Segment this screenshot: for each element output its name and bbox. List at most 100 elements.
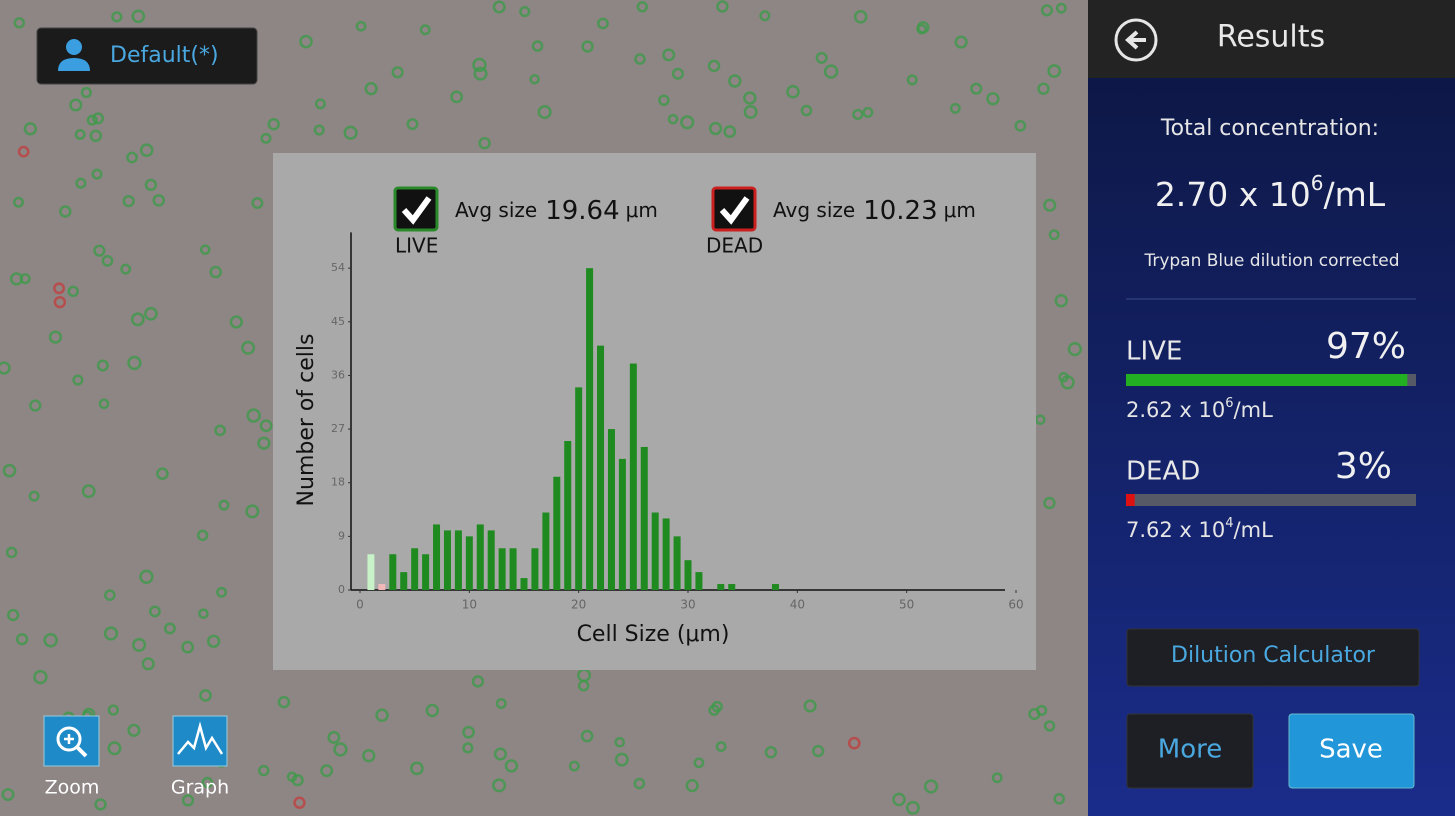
y-tick-label: 0 [338, 583, 345, 596]
cell [229, 315, 243, 329]
cell [568, 760, 580, 772]
save-button[interactable]: Save [1288, 713, 1415, 789]
legend-checkbox[interactable] [711, 186, 757, 232]
bar [684, 560, 692, 590]
button-label: Dilution Calculator [1171, 643, 1376, 668]
group-name: DEAD [1126, 457, 1200, 487]
cell [98, 398, 110, 410]
cell [19, 273, 31, 285]
profile-button[interactable]: Default(*) [36, 27, 258, 85]
cell [723, 125, 737, 139]
bar [651, 512, 659, 590]
cell [104, 589, 116, 601]
bar [575, 387, 583, 590]
cell [144, 178, 158, 192]
cell [636, 1, 648, 13]
checkbox[interactable] [393, 186, 439, 232]
cell [107, 704, 120, 716]
x-tick-label: 20 [571, 598, 586, 612]
cell [1053, 793, 1066, 805]
cell [1034, 414, 1046, 425]
cell [89, 129, 103, 143]
cell [362, 748, 376, 763]
x-tick-label: 30 [680, 598, 695, 612]
cell [462, 742, 474, 754]
cell [81, 484, 96, 499]
cell [662, 48, 676, 62]
cell [462, 725, 475, 739]
check-mark [401, 196, 432, 225]
cell [708, 704, 720, 716]
dilution-note: Trypan Blue dilution corrected [1143, 251, 1399, 271]
bar [454, 530, 462, 590]
tool-label: Zoom [45, 777, 100, 799]
cell [75, 177, 87, 189]
more-button[interactable]: More [1126, 713, 1254, 789]
cell [181, 640, 195, 654]
cell [127, 723, 141, 737]
avg-unit: μm [626, 198, 658, 222]
x-tick-label: 50 [899, 598, 914, 612]
avg-value: 19.64 [545, 196, 619, 226]
bar [443, 530, 451, 590]
cell [1037, 82, 1050, 95]
cell [493, 747, 508, 761]
cell [1, 788, 15, 802]
cell [96, 359, 109, 372]
back-button[interactable] [1114, 18, 1158, 62]
cell [260, 132, 272, 144]
y-tick-label: 9 [338, 529, 345, 542]
bar [607, 429, 615, 590]
cell [667, 113, 679, 125]
bar [411, 548, 419, 590]
cell [708, 121, 723, 136]
cell [313, 124, 325, 136]
bar [378, 584, 386, 590]
cell [2, 463, 17, 478]
legend-checkbox[interactable] [393, 186, 439, 232]
cell [707, 59, 721, 73]
cell [531, 40, 544, 52]
cell [43, 633, 58, 648]
y-tick-label: 54 [331, 261, 345, 274]
cell [728, 74, 742, 88]
cell [196, 529, 209, 542]
cell [478, 136, 491, 150]
cell [892, 792, 906, 807]
cell [406, 118, 419, 131]
cell [862, 106, 874, 118]
dilution-button[interactable]: Dilution Calculator [1126, 628, 1420, 687]
cell [633, 777, 646, 790]
bar [618, 458, 626, 590]
cell [5, 546, 18, 559]
cell [139, 569, 154, 584]
cell [693, 757, 705, 769]
cell [473, 66, 488, 81]
zoom-button[interactable]: Zoom [43, 715, 100, 799]
cell [53, 295, 67, 309]
cell [241, 340, 256, 355]
bar [389, 554, 397, 590]
cell [333, 742, 348, 757]
panel-header [1088, 0, 1455, 78]
cell [74, 129, 86, 140]
viability-groups: LIVE 97% 2.62 x 106/mL DEAD 3% 7.62 x 104/mL [1126, 326, 1416, 542]
cell [127, 355, 142, 371]
y-tick-label: 36 [331, 368, 345, 381]
cell [580, 729, 594, 743]
cell [847, 736, 861, 750]
bar [476, 524, 484, 590]
bar [564, 441, 572, 590]
checkbox[interactable] [711, 186, 757, 232]
graph-button[interactable]: Graph [171, 715, 229, 799]
bar [586, 268, 594, 590]
y-axis-title: Number of cells [294, 334, 319, 507]
cell [163, 622, 176, 635]
bar [465, 536, 473, 590]
check-mark [719, 196, 750, 225]
cell [299, 34, 313, 49]
cell [492, 778, 507, 793]
cell [581, 40, 594, 53]
cell [101, 255, 114, 267]
histogram: 0 9 18 27 36 45 54 0 10 20 30 40 50 60 Avg size 19.64 μm… [331, 186, 1024, 612]
